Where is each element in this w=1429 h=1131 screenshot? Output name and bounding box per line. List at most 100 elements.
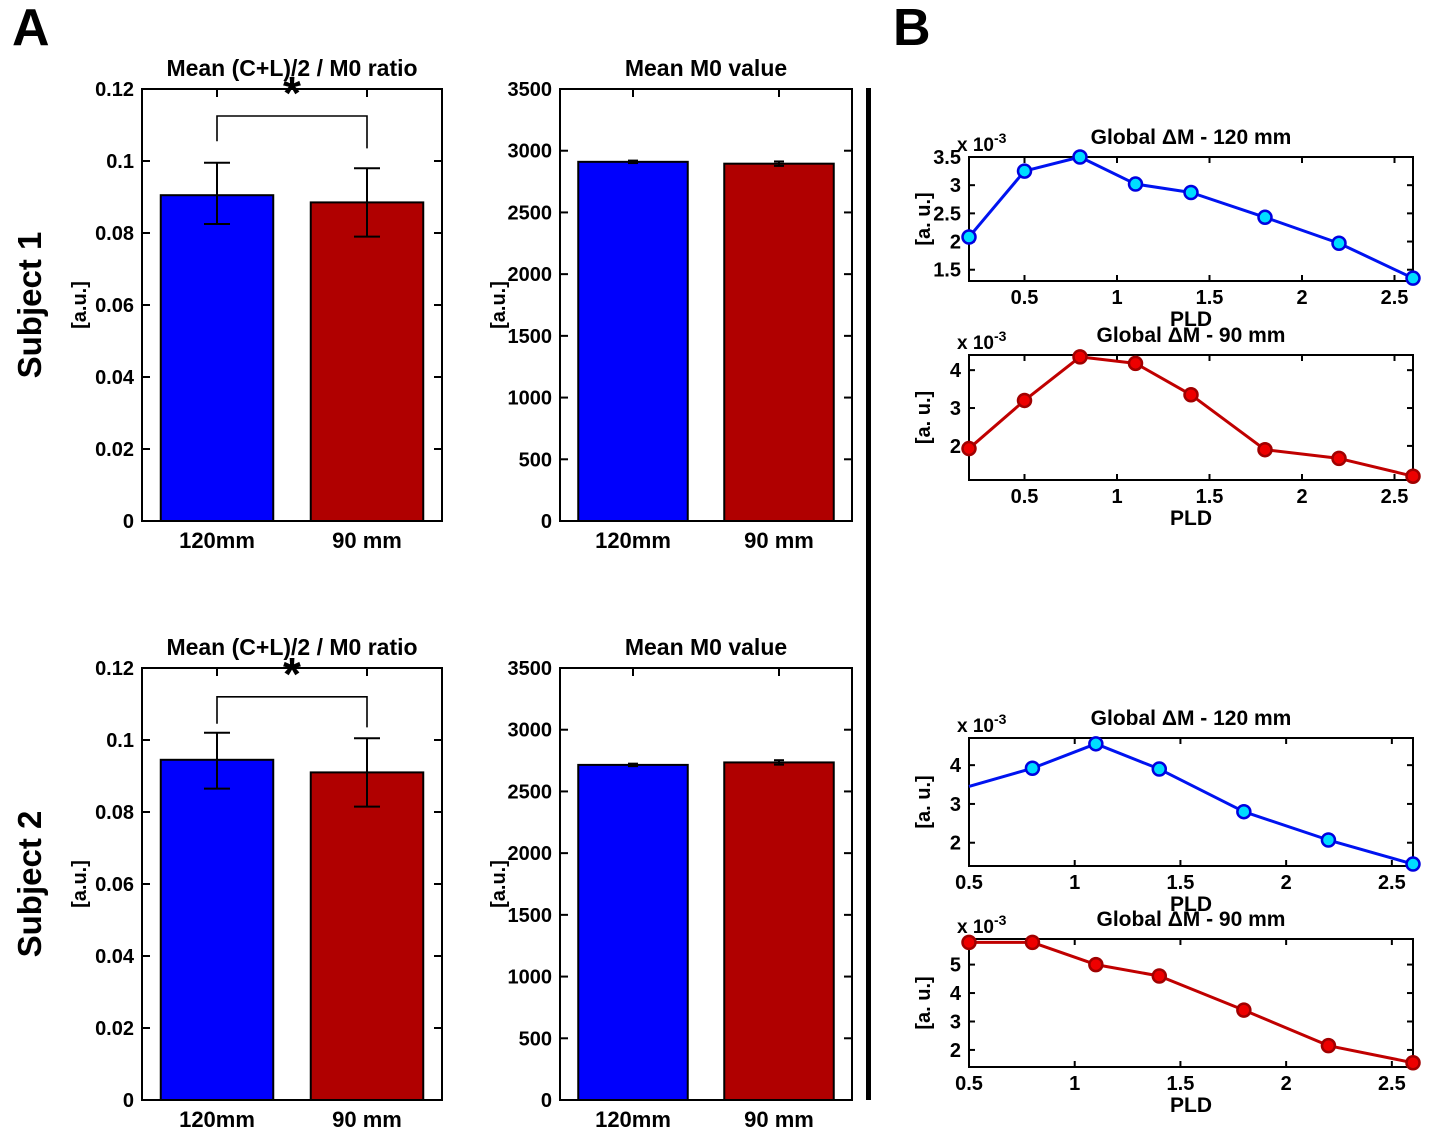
y-axis-exponent-label: x 10-3 bbox=[957, 130, 1007, 156]
chart-title: Global ΔM - 90 mm bbox=[1097, 908, 1286, 931]
y-axis-exponent-label: x 10-3 bbox=[957, 912, 1007, 938]
chart-subject2-m0-bar: Mean M0 value [a.u.] 0 500 1000 1500 2000 2500 3… bbox=[480, 629, 880, 1131]
x-category-label: 120mm bbox=[179, 528, 255, 552]
y-tick-label: 4 bbox=[950, 755, 962, 777]
data-point-marker bbox=[1024, 934, 1041, 951]
y-tick-label: 3 bbox=[950, 1011, 961, 1033]
x-tick-label: 2.5 bbox=[1378, 1073, 1406, 1095]
chart-subject2-deltam-120mm-line: Global ΔM - 120 mm [a. u.] 0.5 1 1.5 2 2.5 2 3 4 x… bbox=[890, 691, 1429, 916]
x-category-label: 90 mm bbox=[744, 1107, 814, 1131]
y-axis-label: [a.u.] bbox=[488, 281, 510, 329]
data-line bbox=[969, 940, 1414, 1065]
data-line bbox=[968, 355, 1414, 478]
bar-chart-svg: Mean (C+L)/2 / M0 ratio [a.u.] 0 0.02 0.04 0.… bbox=[69, 55, 443, 553]
x-category-label: 120mm bbox=[595, 528, 671, 552]
y-axis-exponent-label: x 10-3 bbox=[957, 328, 1007, 354]
x-axis-label: PLD bbox=[1170, 893, 1212, 914]
chart-subject1-deltam-120mm-line: Global ΔM - 120 mm [a. u.] 0.5 1 1.5 2 2.5 1.5 2… bbox=[890, 110, 1429, 331]
data-point-marker bbox=[961, 229, 977, 245]
y-tick-label: 2.5 bbox=[933, 203, 961, 225]
plot-box bbox=[968, 737, 1414, 867]
x-axis-label: PLD bbox=[1170, 507, 1212, 528]
x-tick-label: 1.5 bbox=[1167, 872, 1195, 894]
y-tick-label: 3500 bbox=[508, 79, 553, 101]
x-tick-label: 2 bbox=[1296, 486, 1307, 508]
data-point-marker bbox=[1320, 1037, 1337, 1054]
data-point-marker bbox=[1331, 235, 1347, 251]
y-axis-label: [a. u.] bbox=[913, 976, 935, 1029]
data-point-marker bbox=[1236, 1002, 1252, 1018]
x-category-label: 90 mm bbox=[332, 1107, 402, 1131]
subject-2-row-label: Subject 2 bbox=[11, 810, 48, 958]
y-tick-label: 0 bbox=[541, 1090, 552, 1112]
bar-120mm bbox=[577, 763, 689, 1102]
y-tick-label: 2000 bbox=[508, 264, 553, 286]
y-tick-label: 1500 bbox=[508, 326, 553, 348]
y-tick-label: 0.12 bbox=[95, 658, 134, 680]
bar-90mm bbox=[723, 162, 835, 522]
data-point-marker bbox=[1151, 761, 1168, 777]
x-axis-label: PLD bbox=[1170, 1094, 1212, 1115]
y-tick-label: 0 bbox=[541, 511, 552, 533]
y-axis-label: [a.u.] bbox=[69, 860, 91, 908]
data-point-marker bbox=[961, 934, 977, 951]
y-tick-label: 500 bbox=[519, 449, 552, 471]
chart-title: Mean (C+L)/2 / M0 ratio bbox=[166, 634, 417, 660]
data-point-marker bbox=[961, 440, 977, 457]
line-chart-svg: Global ΔM - 120 mm [a. u.] 0.5 1 1.5 2 2.5 1.5 2… bbox=[913, 126, 1421, 331]
data-point-marker bbox=[1088, 956, 1104, 973]
x-category-label: 90 mm bbox=[332, 528, 402, 552]
x-category-label: 90 mm bbox=[744, 528, 814, 552]
y-tick-label: 1000 bbox=[508, 388, 553, 410]
x-tick-label: 0.5 bbox=[955, 1073, 983, 1095]
data-point-marker bbox=[1405, 1054, 1421, 1071]
chart-subject2-ratio-bar: Mean (C+L)/2 / M0 ratio [a.u.] 0 0.02 0.04 0.… bbox=[60, 629, 465, 1131]
x-tick-label: 1.5 bbox=[1196, 287, 1224, 309]
plot-box bbox=[559, 667, 853, 1101]
y-axis-label: [a. u.] bbox=[913, 775, 935, 828]
x-tick-label: 1 bbox=[1069, 1073, 1080, 1095]
y-tick-label: 0.1 bbox=[106, 730, 134, 752]
x-tick-label: 0.5 bbox=[955, 872, 983, 894]
y-tick-label: 0.06 bbox=[95, 874, 134, 896]
data-point-marker bbox=[1024, 760, 1041, 777]
panel-b-label: B bbox=[893, 0, 931, 57]
bar-90mm bbox=[309, 771, 425, 1101]
y-tick-label: 500 bbox=[519, 1028, 552, 1050]
y-tick-label: 4 bbox=[950, 983, 962, 1005]
plot-box bbox=[559, 88, 853, 522]
plot-box bbox=[968, 938, 1414, 1068]
x-tick-label: 1.5 bbox=[1196, 486, 1224, 508]
data-point-marker bbox=[1257, 209, 1273, 226]
y-tick-label: 2500 bbox=[508, 202, 553, 224]
x-tick-label: 2 bbox=[1281, 872, 1292, 894]
y-tick-label: 1500 bbox=[508, 905, 553, 927]
significance-star: * bbox=[283, 648, 301, 700]
y-tick-label: 0.08 bbox=[95, 802, 134, 824]
bar-chart-svg: Mean M0 value [a.u.] 0 500 1000 1500 2000 2500 3… bbox=[488, 634, 853, 1131]
x-tick-label: 1 bbox=[1111, 486, 1122, 508]
data-line bbox=[967, 155, 1414, 280]
data-point-marker bbox=[1236, 803, 1252, 820]
panel-a-label: A bbox=[12, 0, 50, 57]
chart-title: Global ΔM - 90 mm bbox=[1097, 324, 1286, 347]
data-point-marker bbox=[1257, 441, 1273, 458]
chart-title: Mean M0 value bbox=[625, 55, 787, 81]
bar-chart-svg: Mean (C+L)/2 / M0 ratio [a.u.] 0 0.02 0.04 0.… bbox=[69, 634, 443, 1131]
chart-subject1-m0-bar: Mean M0 value [a.u.] 0 500 1000 1500 2000 2500 3… bbox=[480, 50, 880, 553]
plot-box bbox=[968, 156, 1414, 282]
data-point-marker bbox=[1016, 163, 1033, 179]
y-tick-label: 3 bbox=[950, 794, 961, 816]
chart-title: Mean M0 value bbox=[625, 634, 787, 660]
x-tick-label: 1 bbox=[1069, 872, 1080, 894]
y-tick-label: 2500 bbox=[508, 781, 553, 803]
bar-90mm bbox=[723, 761, 835, 1101]
plot-box bbox=[968, 354, 1414, 481]
y-tick-label: 2 bbox=[950, 436, 961, 458]
data-point-marker bbox=[1127, 355, 1144, 372]
y-tick-label: 0.04 bbox=[95, 946, 135, 968]
x-category-label: 120mm bbox=[179, 1107, 255, 1131]
data-point-marker bbox=[1151, 968, 1168, 984]
x-tick-label: 0.5 bbox=[1011, 287, 1039, 309]
significance-bracket bbox=[216, 115, 368, 149]
